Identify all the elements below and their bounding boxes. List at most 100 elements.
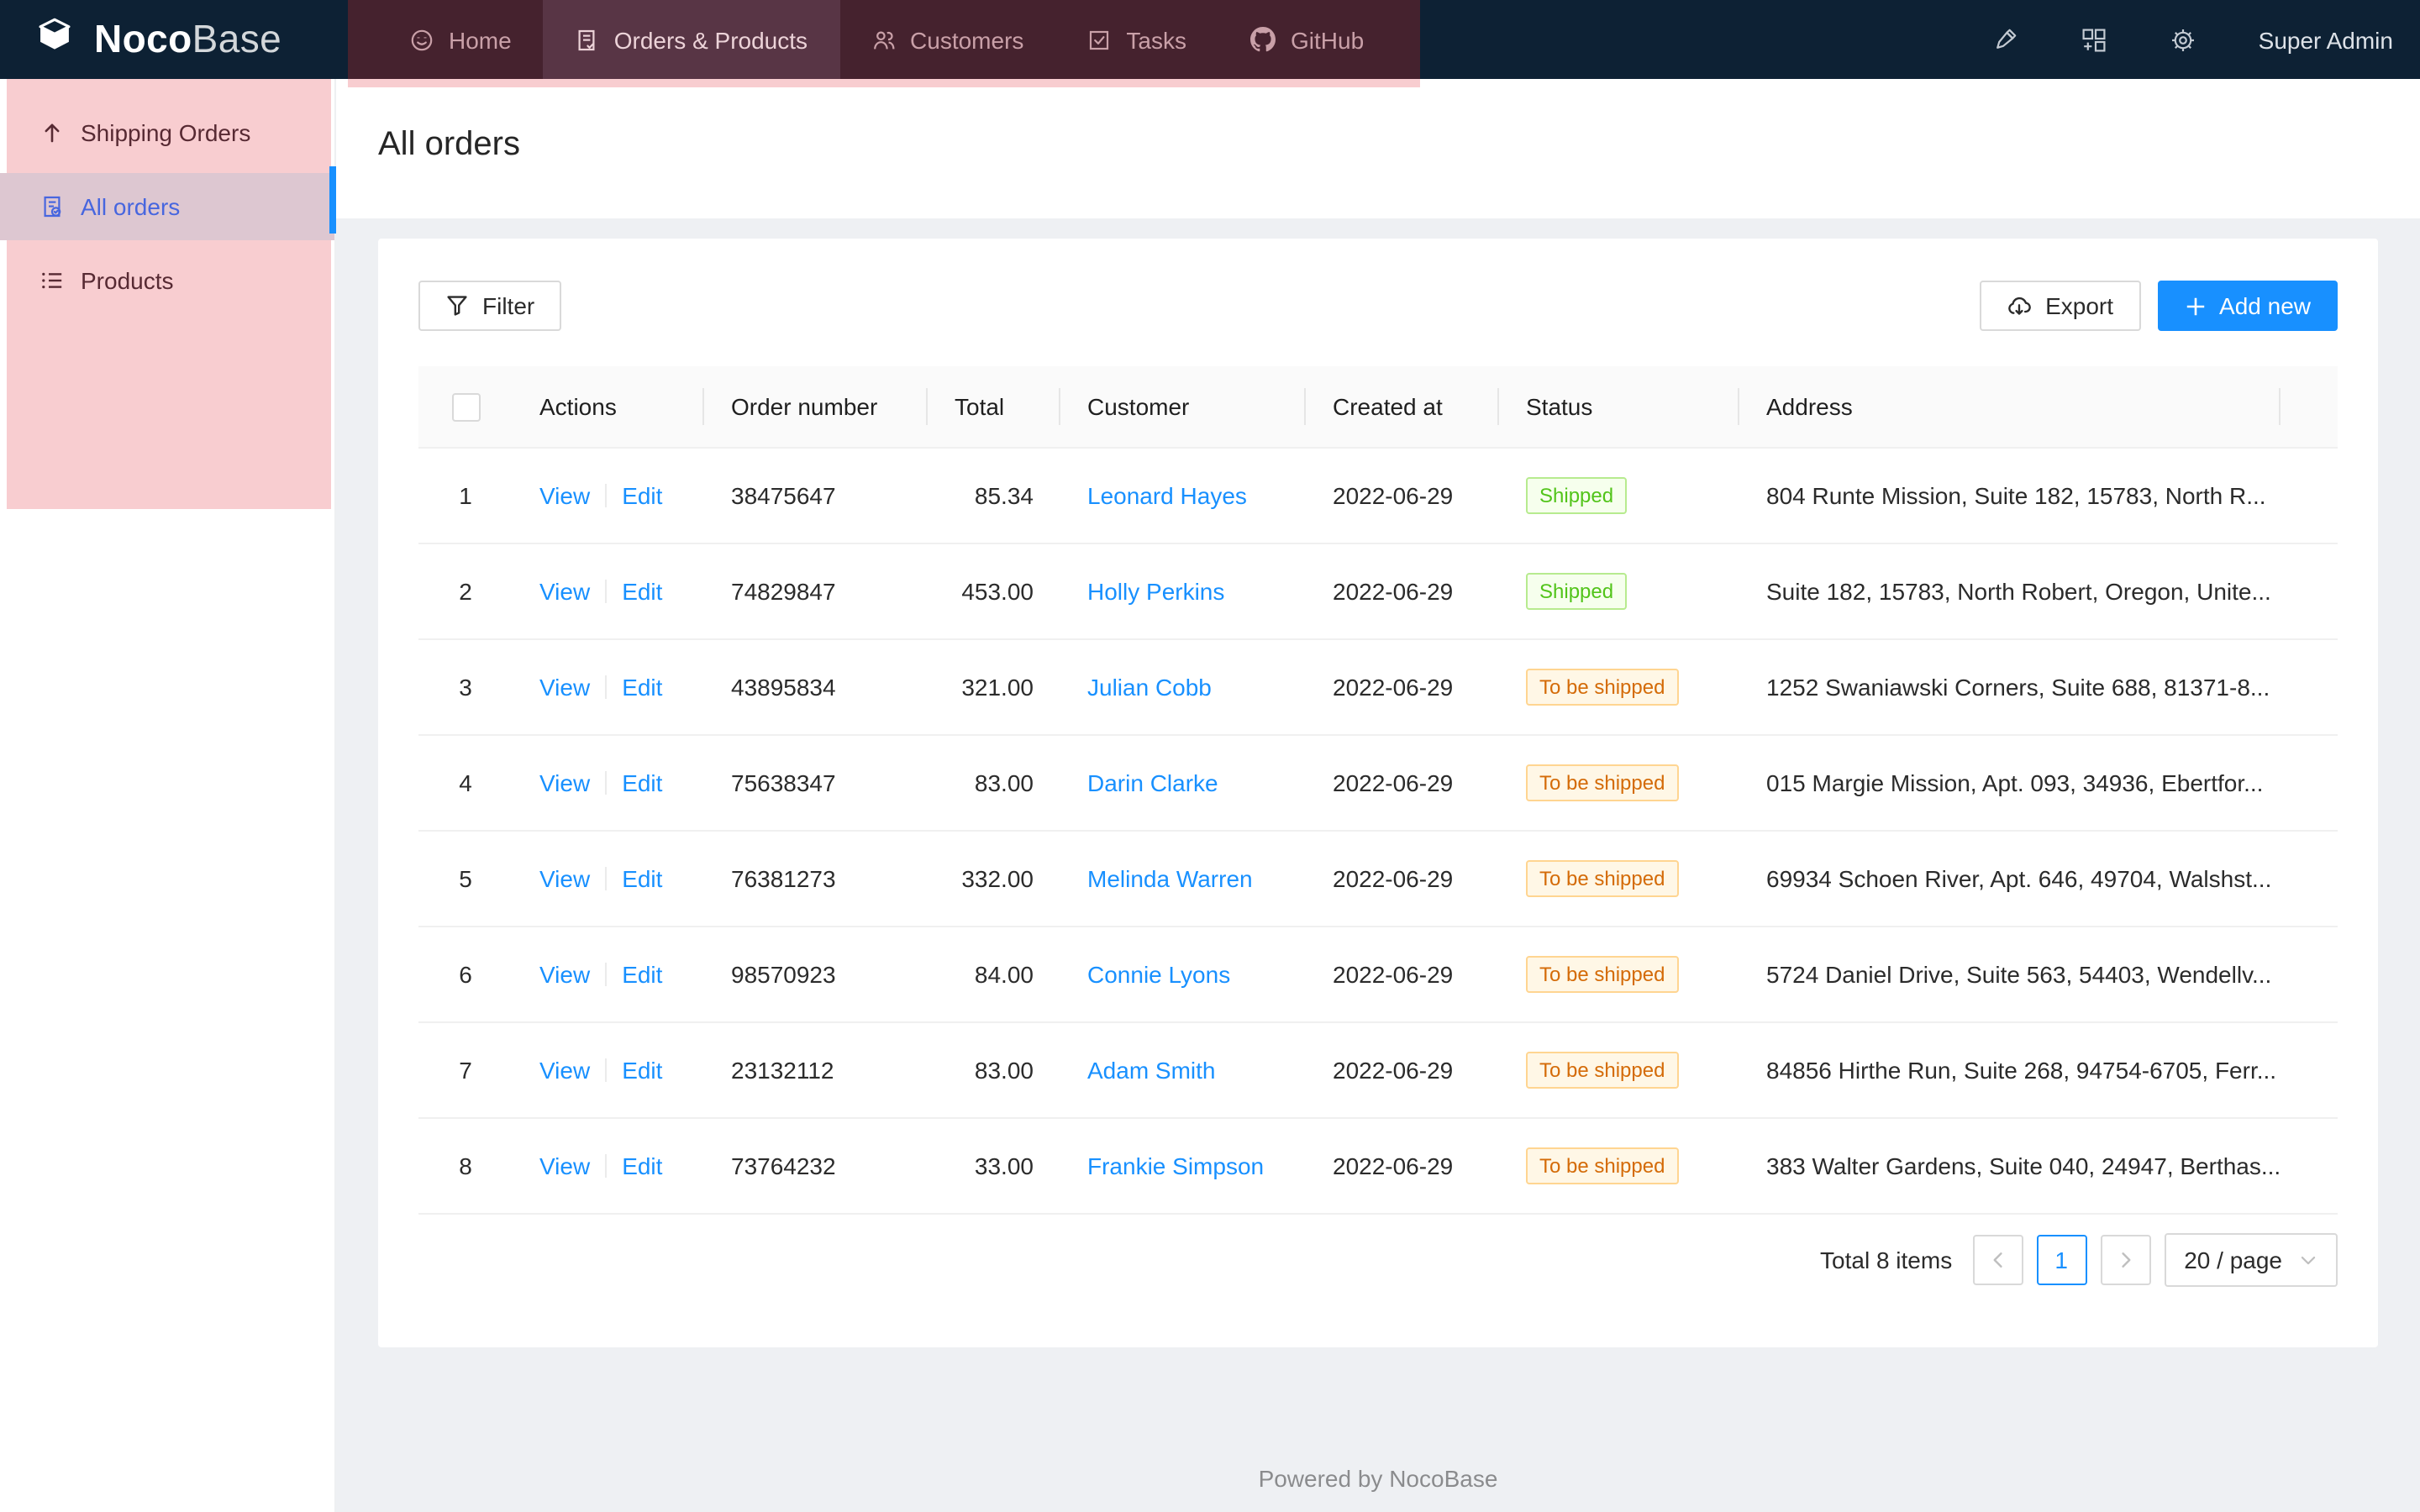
status-badge: To be shipped [1526, 764, 1679, 801]
order-number-cell: 23132112 [731, 1057, 834, 1084]
edit-link[interactable]: Edit [622, 482, 663, 509]
address-cell: 015 Margie Mission, Apt. 093, 34936, Ebe… [1766, 769, 2264, 796]
cloud-download-icon [2007, 293, 2032, 318]
edit-link[interactable]: Edit [622, 674, 663, 701]
nav-item-label: Customers [910, 26, 1024, 53]
customer-link[interactable]: Melinda Warren [1087, 865, 1253, 892]
created-at-cell: 2022-06-29 [1333, 1057, 1454, 1084]
page-size-value: 20 / page [2184, 1247, 2282, 1273]
add-block-icon[interactable] [2081, 26, 2107, 53]
edit-link[interactable]: Edit [622, 1057, 663, 1084]
customer-link[interactable]: Leonard Hayes [1087, 482, 1247, 509]
chevron-right-icon [2115, 1250, 2135, 1270]
view-link[interactable]: View [539, 865, 591, 892]
view-link[interactable]: View [539, 578, 591, 605]
top-nav-bar: NocoBase Home [0, 0, 2420, 79]
edit-link[interactable]: Edit [622, 865, 663, 892]
sidebar-item-all-orders[interactable]: All orders [0, 173, 334, 240]
total-cell: 85.34 [974, 482, 1034, 509]
sidebar-item-shipping-orders[interactable]: Shipping Orders [0, 99, 334, 166]
table-row: 8 View Edit 73764232 33.00 Frankie Simpso… [418, 1118, 2338, 1215]
table-row: 5 View Edit 76381273 332.00 Melinda Warre… [418, 831, 2338, 927]
column-header-actions: Actions [513, 366, 704, 449]
action-divider [605, 771, 608, 795]
sidebar-highlight-overlay [7, 79, 331, 509]
view-link[interactable]: View [539, 961, 591, 988]
edit-link[interactable]: Edit [622, 769, 663, 796]
customer-link[interactable]: Julian Cobb [1087, 674, 1212, 701]
chevron-left-icon [1987, 1250, 2007, 1270]
select-all-checkbox[interactable] [451, 392, 480, 422]
customer-link[interactable]: Adam Smith [1087, 1057, 1216, 1084]
logo-text: NocoBase [94, 17, 282, 60]
nav-item-label: GitHub [1291, 26, 1365, 53]
view-link[interactable]: View [539, 769, 591, 796]
row-index: 8 [459, 1152, 472, 1179]
chevron-down-icon [2299, 1251, 2317, 1269]
nav-item-github[interactable]: GitHub [1218, 0, 1396, 79]
nocobase-logo[interactable]: NocoBase [30, 0, 281, 79]
table-row: 2 View Edit 74829847 453.00 Holly Perkins… [418, 543, 2338, 640]
pagination-page-1-button[interactable]: 1 [2036, 1235, 2087, 1285]
row-index: 2 [459, 578, 472, 605]
table-header: Actions Order number Total Customer Crea… [418, 366, 2338, 449]
active-menu-indicator [329, 166, 336, 234]
status-badge: To be shipped [1526, 956, 1679, 993]
total-cell: 332.00 [961, 865, 1034, 892]
total-cell: 453.00 [961, 578, 1034, 605]
add-new-button[interactable]: Add new [2157, 281, 2338, 331]
highlighter-pen-icon[interactable] [1991, 26, 2018, 53]
status-badge: Shipped [1526, 477, 1628, 514]
export-button-label: Export [2045, 292, 2114, 319]
nav-item-home[interactable]: Home [378, 0, 544, 79]
list-icon [40, 269, 64, 292]
pagination-total: Total 8 items [1820, 1247, 1953, 1273]
action-divider [605, 675, 608, 699]
settings-gear-icon[interactable] [2170, 26, 2196, 53]
user-menu[interactable]: Super Admin [2258, 26, 2393, 53]
sidebar-item-products[interactable]: Products [0, 247, 334, 314]
filter-button[interactable]: Filter [418, 281, 562, 331]
nocobase-box-icon [30, 15, 79, 64]
nav-item-orders-products[interactable]: Orders & Products [543, 0, 840, 79]
nav-item-tasks[interactable]: Tasks [1055, 0, 1218, 79]
sidebar: Shipping Orders All orders [0, 79, 336, 1512]
row-index: 6 [459, 961, 472, 988]
sidebar-item-label: Shipping Orders [81, 119, 251, 146]
status-badge: To be shipped [1526, 1147, 1679, 1184]
created-at-cell: 2022-06-29 [1333, 865, 1454, 892]
customer-link[interactable]: Connie Lyons [1087, 961, 1231, 988]
customer-link[interactable]: Holly Perkins [1087, 578, 1225, 605]
main-menu: Home Orders & Products [378, 0, 1396, 79]
column-header-created-at: Created at [1306, 366, 1499, 449]
orders-file-icon [576, 28, 599, 51]
row-index: 3 [459, 674, 472, 701]
customer-link[interactable]: Darin Clarke [1087, 769, 1218, 796]
edit-link[interactable]: Edit [622, 961, 663, 988]
total-cell: 83.00 [974, 769, 1034, 796]
pagination-prev-button[interactable] [1972, 1235, 2023, 1285]
customer-link[interactable]: Frankie Simpson [1087, 1152, 1265, 1179]
export-button[interactable]: Export [1980, 281, 2141, 331]
view-link[interactable]: View [539, 1152, 591, 1179]
edit-link[interactable]: Edit [622, 578, 663, 605]
action-divider [605, 1058, 608, 1082]
address-cell: 69934 Schoen River, Apt. 646, 49704, Wal… [1766, 865, 2272, 892]
page-title: All orders [378, 126, 520, 163]
nav-item-customers[interactable]: Customers [839, 0, 1055, 79]
page-size-select[interactable]: 20 / page [2164, 1233, 2338, 1287]
table-row: 7 View Edit 23132112 83.00 Adam Smith 202… [418, 1022, 2338, 1119]
action-divider [605, 1154, 608, 1178]
view-link[interactable]: View [539, 482, 591, 509]
order-number-cell: 74829847 [731, 578, 836, 605]
page-header: All orders [336, 79, 2420, 218]
table-row: 1 View Edit 38475647 85.34 Leonard Hayes … [418, 448, 2338, 544]
created-at-cell: 2022-06-29 [1333, 578, 1454, 605]
column-header-customer: Customer [1060, 366, 1306, 449]
pagination-next-button[interactable] [2100, 1235, 2151, 1285]
nav-highlight-underline [348, 79, 1420, 87]
edit-link[interactable]: Edit [622, 1152, 663, 1179]
pagination: Total 8 items 1 20 / page [1820, 1233, 2338, 1287]
view-link[interactable]: View [539, 674, 591, 701]
view-link[interactable]: View [539, 1057, 591, 1084]
